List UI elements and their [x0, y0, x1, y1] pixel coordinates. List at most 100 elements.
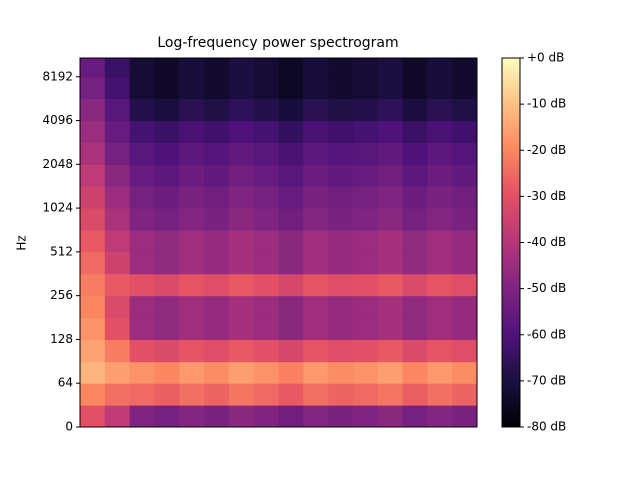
spectrogram-cell: [228, 76, 255, 100]
spectrogram-cell: [328, 273, 354, 297]
spectrogram-cell: [204, 58, 230, 78]
colorbar-tick-label: -50 dB: [527, 281, 566, 295]
spectrogram-cell: [228, 317, 255, 340]
spectrogram-cell: [204, 208, 230, 231]
spectrogram-cell: [278, 273, 304, 297]
spectrogram-cell: [154, 295, 180, 319]
spectrogram-cell: [204, 273, 230, 297]
spectrogram-cell: [104, 186, 131, 209]
spectrogram-cell: [377, 295, 404, 319]
spectrogram-cell: [204, 317, 230, 340]
spectrogram-cell: [80, 58, 106, 78]
spectrogram-cell: [452, 58, 478, 78]
spectrogram-cell: [377, 273, 404, 297]
spectrogram-cell: [303, 339, 329, 363]
spectrogram-cell: [352, 273, 379, 297]
spectrogram-cell: [179, 76, 205, 100]
spectrogram-cell: [204, 76, 230, 100]
spectrogram-cell: [80, 251, 106, 275]
spectrogram-cell: [352, 98, 379, 122]
spectrogram-cell: [179, 164, 205, 187]
y-tick-label: 0: [65, 420, 73, 434]
y-tick-label: 1024: [42, 201, 73, 215]
spectrogram-cell: [80, 164, 106, 187]
spectrogram-cell: [278, 229, 304, 253]
spectrogram-cell: [452, 361, 478, 384]
spectrogram-cell: [104, 120, 131, 143]
spectrogram-cell: [253, 251, 279, 275]
spectrogram-cell: [154, 273, 180, 297]
spectrogram-cell: [377, 317, 404, 340]
spectrogram-cell: [228, 361, 255, 384]
spectrogram-cell: [129, 58, 155, 78]
spectrogram-cell: [278, 361, 304, 384]
spectrogram-cell: [129, 164, 155, 187]
spectrogram-cell: [352, 295, 379, 319]
spectrogram-cell: [154, 186, 180, 209]
spectrogram-cell: [129, 98, 155, 122]
spectrogram-cell: [179, 208, 205, 231]
spectrogram-cell: [253, 361, 279, 384]
spectrogram-cell: [154, 164, 180, 187]
spectrogram-cell: [228, 98, 255, 122]
spectrogram-cell: [253, 142, 279, 165]
spectrogram-cell: [179, 251, 205, 275]
spectrogram-cell: [154, 58, 180, 78]
spectrogram-cell: [80, 120, 106, 143]
spectrogram-cell: [278, 186, 304, 209]
colorbar-tick-label: -20 dB: [527, 143, 566, 157]
spectrogram-cell: [204, 295, 230, 319]
spectrogram-cell: [352, 317, 379, 340]
spectrogram-cell: [328, 229, 354, 253]
colorbar-tick-label: -80 dB: [527, 420, 566, 434]
spectrogram-cell: [179, 186, 205, 209]
spectrogram-cell: [328, 186, 354, 209]
spectrogram-cell: [452, 383, 478, 406]
spectrogram-cell: [154, 383, 180, 406]
spectrogram-cell: [452, 142, 478, 165]
spectrogram-cell: [104, 229, 131, 253]
spectrogram-cell: [402, 208, 428, 231]
spectrogram-cell: [377, 383, 404, 406]
spectrogram-cell: [80, 317, 106, 340]
spectrogram-cell: [179, 98, 205, 122]
spectrogram-cell: [179, 120, 205, 143]
spectrogram-cell: [352, 251, 379, 275]
spectrogram-cell: [328, 405, 354, 428]
spectrogram-cell: [303, 361, 329, 384]
spectrogram-cell: [129, 229, 155, 253]
spectrogram-cell: [179, 229, 205, 253]
spectrogram-cell: [402, 273, 428, 297]
spectrogram-cell: [129, 383, 155, 406]
spectrogram-cell: [80, 142, 106, 165]
spectrogram-cell: [303, 142, 329, 165]
spectrogram-cell: [154, 317, 180, 340]
spectrogram-cell: [278, 142, 304, 165]
spectrogram-cell: [352, 229, 379, 253]
spectrogram-cell: [204, 405, 230, 428]
spectrogram-cell: [278, 295, 304, 319]
spectrogram-cell: [328, 339, 354, 363]
spectrogram-cell: [129, 273, 155, 297]
spectrogram-cell: [452, 98, 478, 122]
spectrogram-cell: [303, 164, 329, 187]
spectrogram-cell: [204, 164, 230, 187]
spectrogram-cell: [402, 251, 428, 275]
spectrogram-cell: [154, 251, 180, 275]
y-tick-label: 64: [58, 376, 73, 390]
spectrogram-cell: [352, 383, 379, 406]
spectrogram-cell: [104, 76, 131, 100]
spectrogram-cell: [228, 383, 255, 406]
colorbar-tick-label: -40 dB: [527, 235, 566, 249]
spectrogram-cell: [278, 383, 304, 406]
spectrogram-cell: [452, 317, 478, 340]
spectrogram-cell: [278, 208, 304, 231]
spectrogram-cell: [303, 405, 329, 428]
spectrogram-cell: [179, 142, 205, 165]
spectrogram-cell: [129, 142, 155, 165]
spectrogram-cell: [228, 142, 255, 165]
spectrogram-cell: [377, 405, 404, 428]
spectrogram-cell: [129, 186, 155, 209]
spectrogram-cell: [427, 142, 453, 165]
spectrogram-cell: [377, 208, 404, 231]
